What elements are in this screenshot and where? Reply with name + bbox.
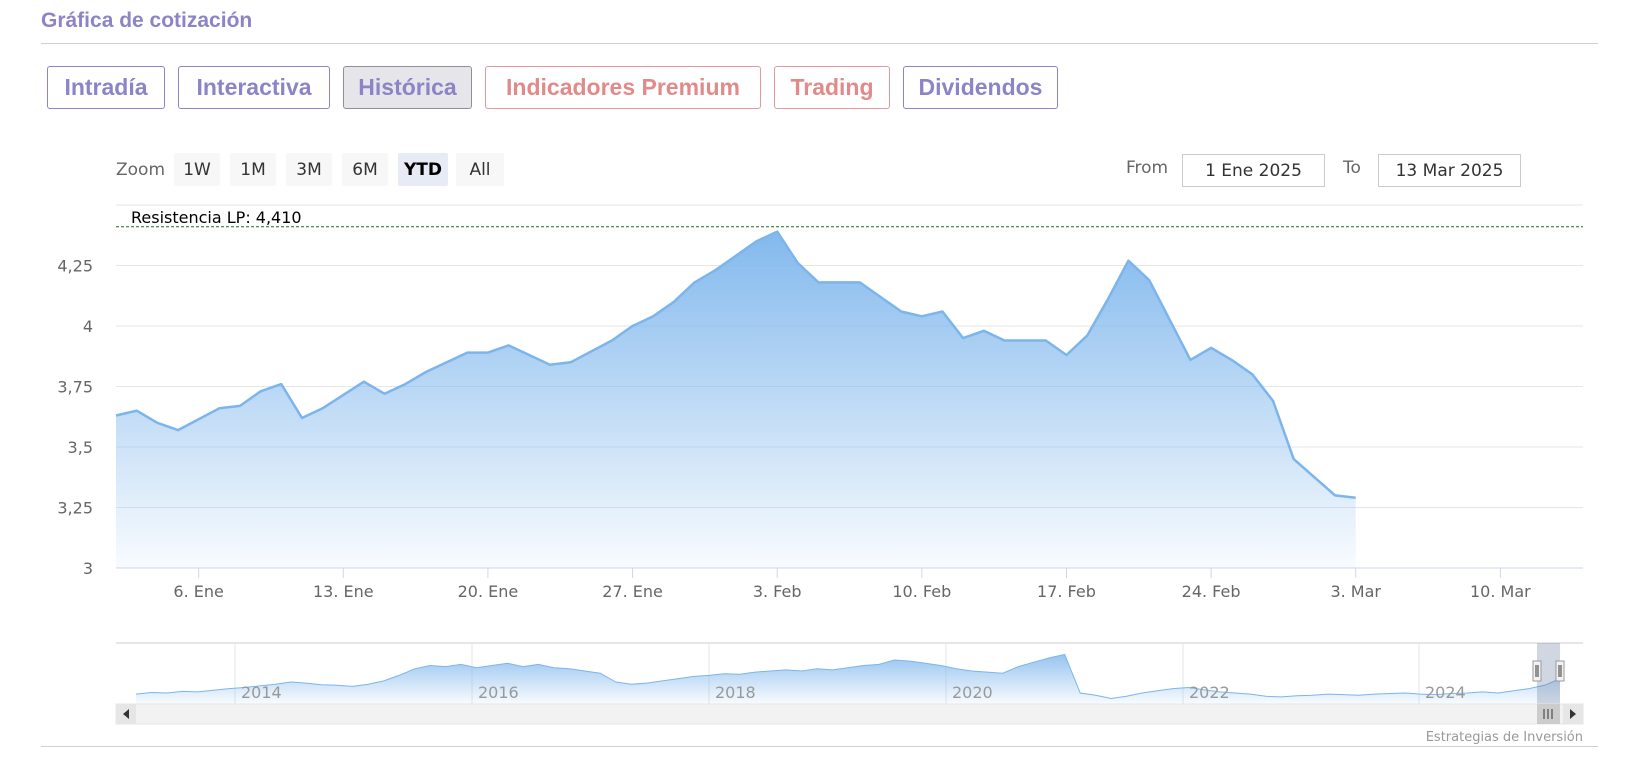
x-tick-label: 24. Feb <box>1182 582 1241 601</box>
range-from-input[interactable] <box>1182 154 1325 187</box>
y-tick-label: 3,25 <box>57 499 93 518</box>
navigator-year-label: 2014 <box>241 683 282 702</box>
tab-indicadores-premium[interactable]: Indicadores Premium <box>485 66 761 109</box>
tab-historica[interactable]: Histórica <box>343 66 472 109</box>
tab-indicadores-premium-label: Indicadores Premium <box>506 74 740 100</box>
zoom-1w-button[interactable]: 1W <box>174 153 220 186</box>
zoom-all-button[interactable]: All <box>456 153 504 186</box>
x-tick-label: 3. Mar <box>1330 582 1381 601</box>
tab-trading[interactable]: Trading <box>774 66 890 109</box>
zoom-label: Zoom <box>116 160 166 180</box>
range-to-label: To <box>1343 158 1361 178</box>
title-divider <box>41 43 1598 44</box>
scrollbar-right-button <box>1563 704 1583 724</box>
resistance-label: Resistencia LP: 4,410 <box>131 208 302 227</box>
tab-interactiva[interactable]: Interactiva <box>178 66 330 109</box>
navigator-year-label: 2016 <box>478 683 519 702</box>
x-tick-label: 6. Ene <box>173 582 223 601</box>
tab-historica-label: Histórica <box>358 74 457 100</box>
x-tick-label: 17. Feb <box>1037 582 1096 601</box>
zoom-6m-button[interactable]: 6M <box>342 153 388 186</box>
scrollbar-left-button <box>116 704 136 724</box>
navigator-line <box>135 653 1561 700</box>
tab-trading-label: Trading <box>790 74 874 100</box>
navigator-year-label: 2022 <box>1189 683 1230 702</box>
x-tick-label: 3. Feb <box>753 582 802 601</box>
scroll-right-icon <box>1570 709 1576 719</box>
navigator-handle <box>1532 660 1542 682</box>
bottom-divider <box>41 746 1598 747</box>
navigator-year-label: 2018 <box>715 683 756 702</box>
tab-dividendos[interactable]: Dividendos <box>903 66 1058 109</box>
y-tick-label: 3,75 <box>57 378 93 397</box>
scrollbar-track <box>115 703 1584 725</box>
x-tick-label: 27. Ene <box>602 582 663 601</box>
navigator-year-label: 2024 <box>1425 683 1466 702</box>
y-tick-label: 3 <box>83 559 93 578</box>
x-tick-label: 13. Ene <box>313 582 374 601</box>
y-tick-label: 4 <box>83 317 93 336</box>
zoom-ytd-button[interactable]: YTD <box>398 153 448 186</box>
chart-credit: Estrategias de Inversión <box>1426 730 1583 745</box>
navigator-selection <box>1537 643 1560 704</box>
tab-intradia[interactable]: Intradía <box>47 66 165 109</box>
scrollbar-thumb <box>1537 704 1560 724</box>
y-tick-label: 3,5 <box>68 438 93 457</box>
x-tick-label: 10. Feb <box>892 582 951 601</box>
range-to-input[interactable] <box>1378 154 1521 187</box>
x-tick-label: 10. Mar <box>1470 582 1531 601</box>
tab-intradia-label: Intradía <box>64 74 148 100</box>
x-tick-label: 20. Ene <box>458 582 519 601</box>
scroll-left-icon <box>123 709 129 719</box>
y-tick-label: 4,25 <box>57 257 93 276</box>
series-line <box>115 230 1356 500</box>
navigator-handle <box>1555 660 1565 682</box>
zoom-1m-button[interactable]: 1M <box>230 153 276 186</box>
section-title: Gráfica de cotización <box>41 9 253 32</box>
navigator-area <box>136 654 1560 704</box>
tab-interactiva-label: Interactiva <box>196 74 312 100</box>
zoom-3m-button[interactable]: 3M <box>286 153 332 186</box>
series-area <box>116 231 1356 568</box>
tab-dividendos-label: Dividendos <box>918 74 1043 100</box>
navigator-year-label: 2020 <box>952 683 993 702</box>
range-from-label: From <box>1126 158 1169 178</box>
